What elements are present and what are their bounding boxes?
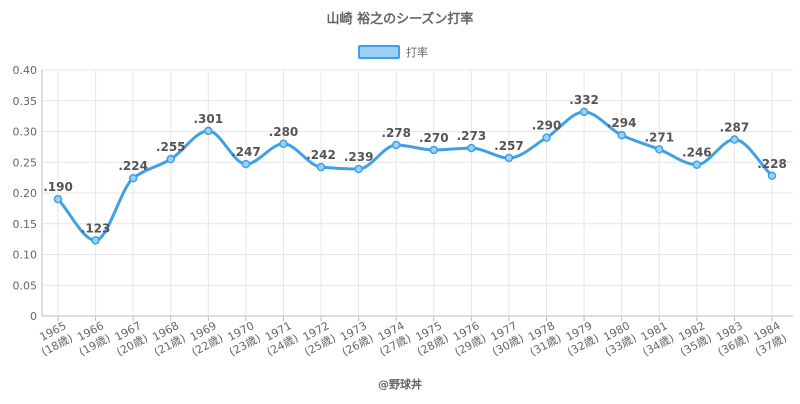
data-label: .242 [306,148,336,162]
x-tick-group: 1978(31歳) [526,319,563,359]
y-tick-label: 0.30 [13,126,38,139]
x-tick-group: 1980(33歳) [601,319,638,359]
x-tick-group: 1970(23歳) [225,319,262,359]
x-tick-group: 1974(27歳) [376,319,413,359]
y-tick-label: 0.40 [13,64,38,77]
source-credit: @野球丼 [378,377,422,391]
y-tick-label: 0.10 [13,249,38,262]
data-labels: .190 .123 .224 .255 .301 .247 .280 .242 .239 .278… [43,93,787,236]
data-point [655,145,664,154]
legend-label: 打率 [406,45,428,59]
data-point [391,140,401,150]
data-label: .278 [381,126,411,140]
data-point [767,171,777,181]
data-point [166,154,175,164]
data-point [354,164,363,174]
legend[interactable]: 打率 [358,45,428,59]
x-tick-group: 1979(32歳) [564,319,601,359]
data-point [730,135,739,144]
data-label: .228 [757,157,787,171]
data-label: .255 [156,140,186,154]
x-tick-group: 1971(24歳) [263,319,300,359]
y-tick-label: 0 [30,310,37,323]
data-point [241,159,251,169]
x-tick-group: 1969(22歳) [188,319,225,359]
y-axis-ticks: 0 0.05 0.10 0.15 0.20 0.25 0.30 0.35 0.40 [13,64,38,323]
x-tick-group: 1975(28歳) [413,319,450,359]
data-point [579,107,589,117]
data-point [279,139,288,149]
data-label: .123 [81,221,111,235]
data-label: .273 [457,129,487,143]
data-point [316,162,326,172]
x-tick-group: 1973(26歳) [338,319,375,359]
data-points [53,107,777,245]
data-point [53,194,63,204]
y-tick-label: 0.35 [13,95,38,108]
data-label: .287 [720,120,750,134]
data-label: .190 [43,180,73,194]
x-tick-group: 1965(18歳) [38,319,75,359]
data-label: .239 [344,150,374,164]
data-label: .224 [118,159,148,173]
x-tick-group: 1976(29歳) [451,319,488,359]
x-tick-group: 1977(30歳) [489,319,526,359]
data-point [204,126,213,136]
data-label: .270 [419,131,449,145]
x-tick-group: 1968(21歳) [150,319,187,359]
data-point [91,236,100,245]
data-point [692,160,702,169]
data-label: .290 [532,119,562,133]
data-point [429,145,439,155]
legend-swatch [358,45,400,59]
x-tick-group: 1983(36歳) [714,319,751,359]
x-tick-group: 1967(20歳) [113,319,150,359]
data-label: .247 [231,145,261,159]
x-tick-group: 1972(25歳) [301,319,338,359]
data-label: .280 [269,125,299,139]
data-point [128,173,138,183]
data-point [617,130,626,140]
data-point [542,133,551,142]
x-tick-group: 1982(35歳) [676,319,713,359]
x-axis-ticks: 1965(18歳)1966(19歳)1967(20歳)1968(21歳)1969… [38,319,789,359]
data-label: .246 [682,146,712,160]
y-tick-label: 0.15 [13,218,38,231]
data-point [504,153,514,163]
data-label: .271 [644,130,674,144]
data-label: .301 [194,112,224,126]
chart-title: 山崎 裕之のシーズン打率 [327,11,474,27]
data-label: .294 [607,116,637,130]
data-point [467,143,476,153]
y-tick-label: 0.25 [13,156,38,169]
x-tick-group: 1984(37歳) [752,319,789,359]
y-tick-label: 0.20 [13,187,38,200]
data-label: .332 [569,93,599,107]
x-tick-group: 1966(19歳) [75,319,112,359]
x-tick-group: 1981(34歳) [639,319,676,359]
grid [41,69,793,321]
data-label: .257 [494,139,524,153]
y-tick-label: 0.05 [13,279,38,292]
